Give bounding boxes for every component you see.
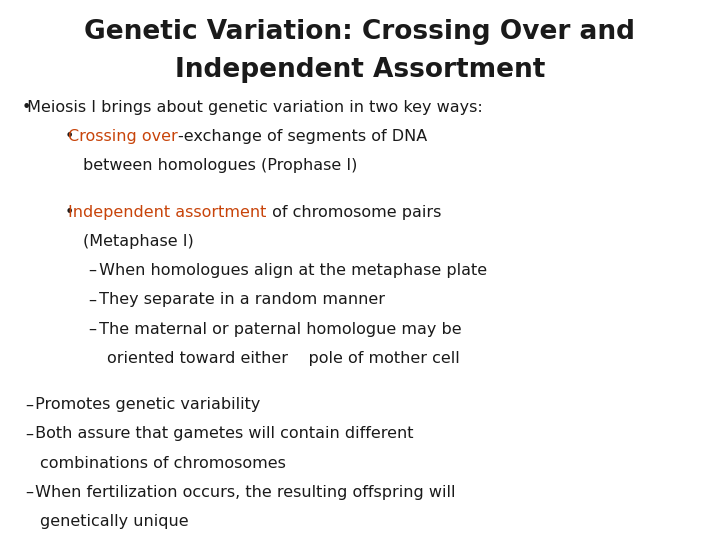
- Text: between homologues (Prophase I): between homologues (Prophase I): [83, 158, 357, 173]
- Text: –: –: [88, 263, 96, 278]
- Text: Both assure that gametes will contain different: Both assure that gametes will contain di…: [30, 427, 414, 442]
- Text: Genetic Variation: Crossing Over and: Genetic Variation: Crossing Over and: [84, 19, 636, 45]
- Text: –: –: [25, 485, 33, 500]
- Text: –: –: [88, 292, 96, 307]
- Text: –: –: [25, 427, 33, 442]
- Text: –: –: [88, 321, 96, 336]
- Text: of chromosome pairs: of chromosome pairs: [267, 205, 441, 220]
- Text: -exchange of segments of DNA: -exchange of segments of DNA: [178, 129, 428, 144]
- Text: combinations of chromosomes: combinations of chromosomes: [40, 456, 285, 471]
- Text: genetically unique: genetically unique: [40, 514, 188, 529]
- Text: Crossing over: Crossing over: [68, 129, 178, 144]
- Text: –: –: [25, 397, 33, 413]
- Text: •: •: [65, 129, 74, 144]
- Text: (Metaphase I): (Metaphase I): [83, 234, 194, 249]
- Text: Independent Assortment: Independent Assortment: [175, 57, 545, 83]
- Text: When fertilization occurs, the resulting offspring will: When fertilization occurs, the resulting…: [30, 485, 456, 500]
- Text: oriented toward either    pole of mother cell: oriented toward either pole of mother ce…: [107, 350, 459, 366]
- Text: The maternal or paternal homologue may be: The maternal or paternal homologue may b…: [94, 321, 462, 336]
- Text: They separate in a random manner: They separate in a random manner: [94, 292, 384, 307]
- Text: •: •: [22, 100, 31, 115]
- Text: •: •: [65, 205, 74, 220]
- Text: Promotes genetic variability: Promotes genetic variability: [30, 397, 261, 413]
- Text: When homologues align at the metaphase plate: When homologues align at the metaphase p…: [94, 263, 487, 278]
- Text: Independent assortment: Independent assortment: [68, 205, 267, 220]
- Text: Meiosis I brings about genetic variation in two key ways:: Meiosis I brings about genetic variation…: [22, 100, 482, 115]
